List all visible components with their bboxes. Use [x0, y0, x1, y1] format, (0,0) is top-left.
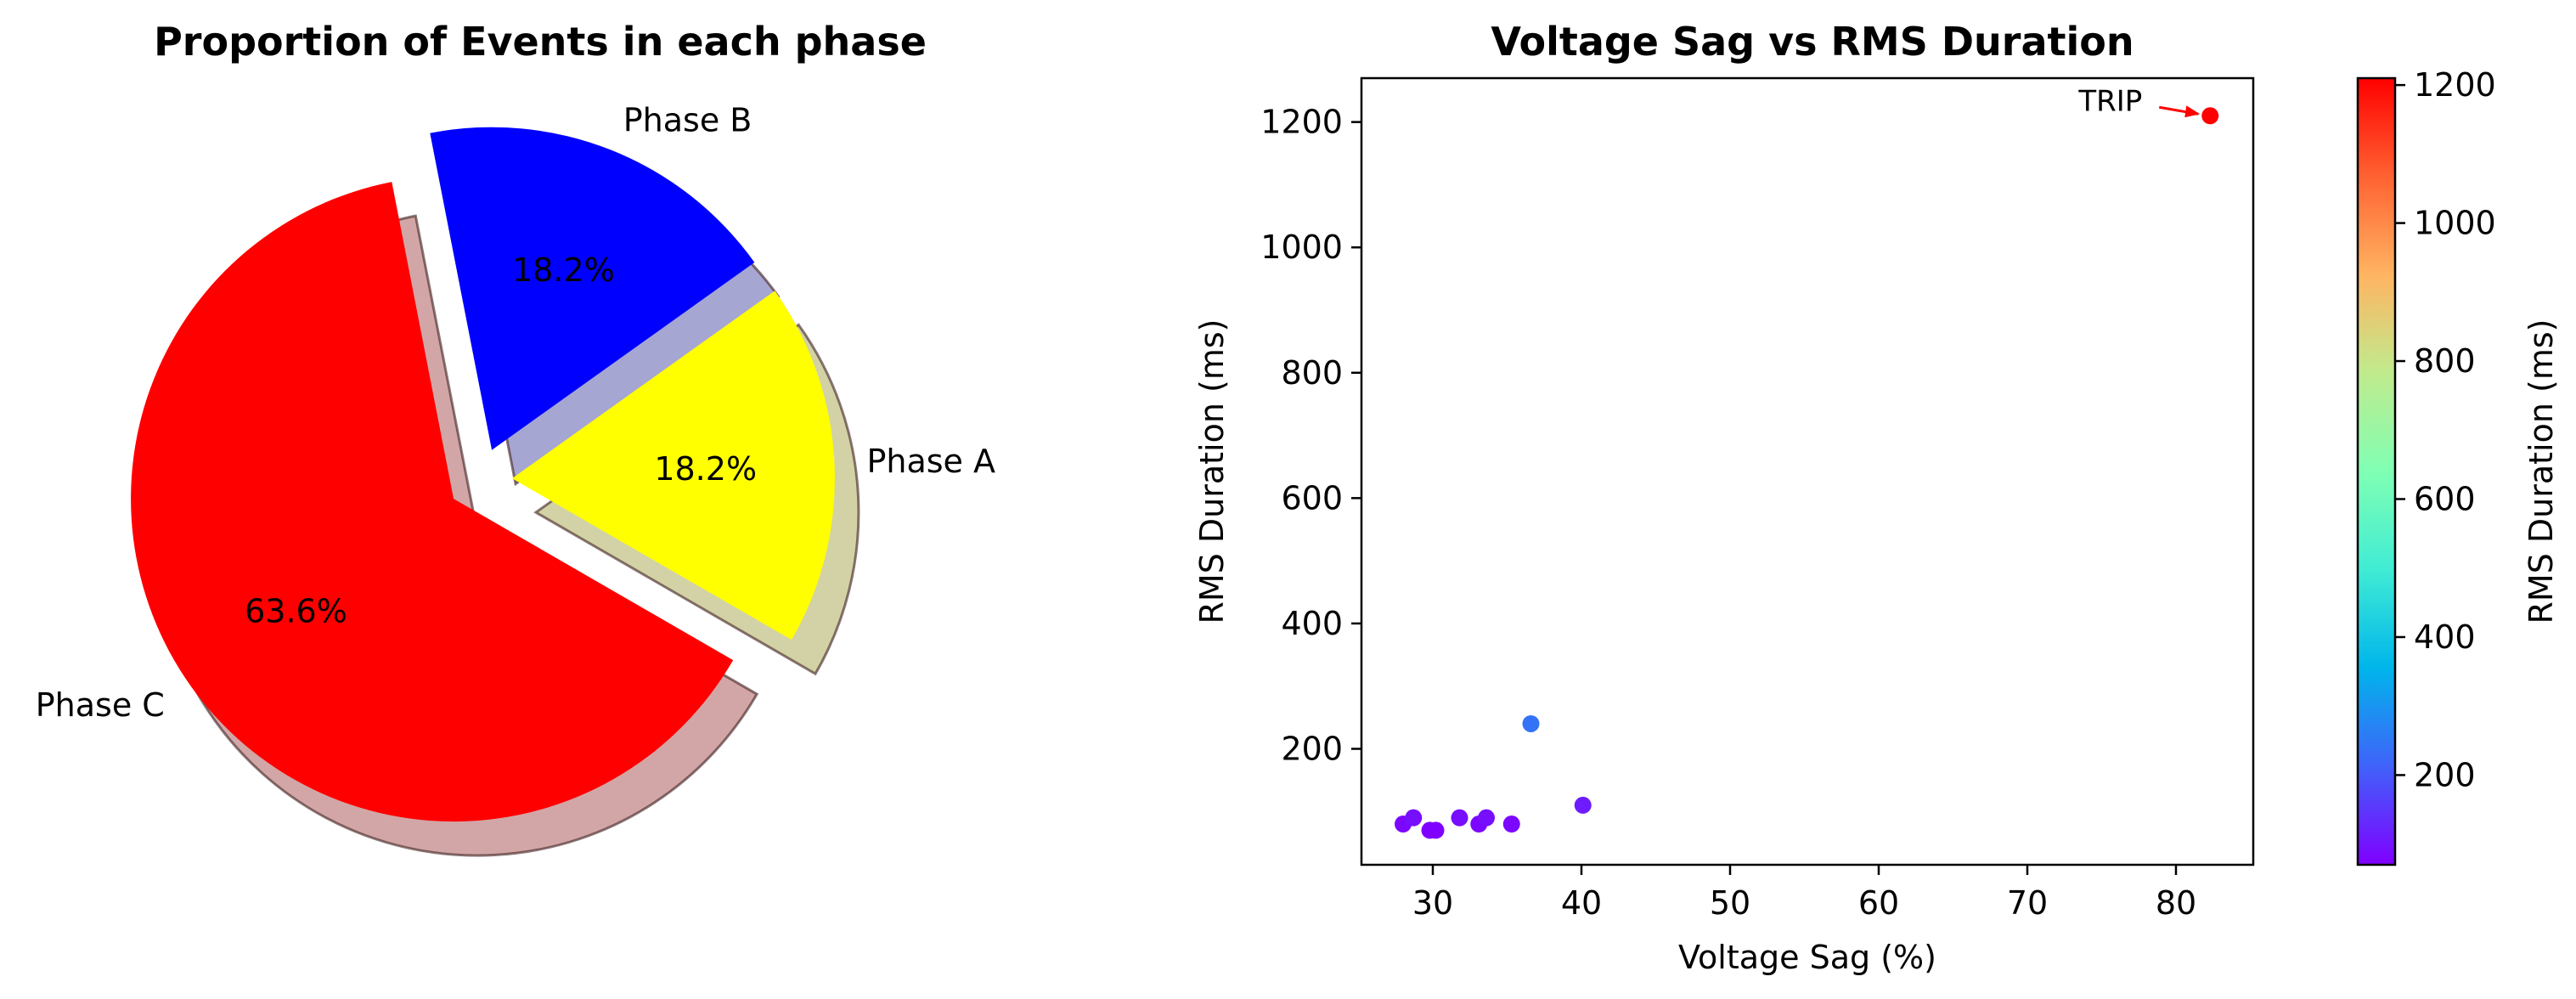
colorbar-tick-label: 400: [2414, 618, 2476, 656]
y-tick-label: 600: [1281, 479, 1343, 516]
scatter-y-axis: 200 400 600 800 1000 1200: [1260, 104, 1361, 767]
x-tick-label: 80: [2156, 884, 2196, 922]
pie-pct-label-phase-b: 18.2%: [512, 251, 615, 289]
scatter-point: [1478, 809, 1495, 827]
colorbar-tick-label: 800: [2414, 342, 2476, 380]
y-tick-label: 1000: [1260, 229, 1343, 266]
colorbar-tick-label: 600: [2414, 480, 2476, 517]
scatter-annotation: TRIP: [2077, 84, 2201, 118]
pie-slice-phase-b: [430, 127, 755, 450]
x-tick-label: 70: [2007, 884, 2048, 922]
colorbar-tick-label: 1200: [2414, 66, 2496, 104]
pie-label-phase-a: Phase A: [866, 443, 995, 480]
scatter-title: Voltage Sag vs RMS Duration: [1491, 19, 2134, 65]
scatter-chart: Voltage Sag vs RMS Duration 30 40 50 60 70 80…: [1193, 19, 2255, 976]
colorbar-tick-label: 1000: [2414, 205, 2496, 242]
scatter-x-label: Voltage Sag (%): [1678, 939, 1936, 976]
y-tick-label: 400: [1281, 605, 1343, 642]
pie-slice-phase-c: [131, 182, 734, 822]
scatter-point: [1574, 796, 1592, 814]
pie-pct-label-phase-a: 18.2%: [654, 450, 757, 488]
scatter-plot-area: [1360, 76, 2255, 866]
x-tick-label: 30: [1412, 884, 1453, 922]
pie-label-group: 18.2% Phase A 18.2% Phase B 63.6% Phase C: [36, 101, 995, 724]
pie-label-phase-b: Phase B: [623, 101, 753, 138]
x-tick-label: 50: [1710, 884, 1750, 922]
pie-pct-label-phase-c: 63.6%: [245, 593, 347, 630]
x-tick-label: 60: [1858, 884, 1899, 922]
y-tick-label: 800: [1281, 354, 1343, 392]
annotation-text: TRIP: [2077, 84, 2142, 118]
colorbar-tick-label: 200: [2414, 756, 2476, 793]
pie-chart: Proportion of Events in each phase 18.2%…: [36, 19, 995, 857]
pie-title: Proportion of Events in each phase: [154, 19, 927, 65]
scatter-point: [1451, 809, 1468, 827]
scatter-point-group: [1395, 107, 2219, 839]
pie-slice-phase-a: [511, 291, 835, 641]
scatter-point: [1522, 714, 1540, 732]
pie-slice-group: [131, 127, 835, 822]
scatter-x-axis: 30 40 50 60 70 80: [1412, 865, 2196, 922]
annotation-arrowhead: [2184, 105, 2201, 118]
scatter-point: [1502, 816, 1520, 833]
x-tick-label: 40: [1561, 884, 1602, 922]
colorbar-tick-group: 200 400 600 800 1000 1200: [2395, 66, 2496, 793]
colorbar-gradient: [2356, 76, 2397, 866]
scatter-point: [2201, 107, 2219, 125]
colorbar: 200 400 600 800 1000 1200 RMS Duration (ms): [2356, 66, 2560, 866]
y-tick-label: 200: [1281, 730, 1343, 767]
scatter-y-label: RMS Duration (ms): [1193, 319, 1231, 624]
scatter-point: [1427, 821, 1445, 839]
colorbar-label: RMS Duration (ms): [2522, 319, 2560, 624]
scatter-point: [1405, 809, 1423, 827]
pie-label-phase-c: Phase C: [36, 686, 165, 724]
y-tick-label: 1200: [1260, 104, 1343, 141]
